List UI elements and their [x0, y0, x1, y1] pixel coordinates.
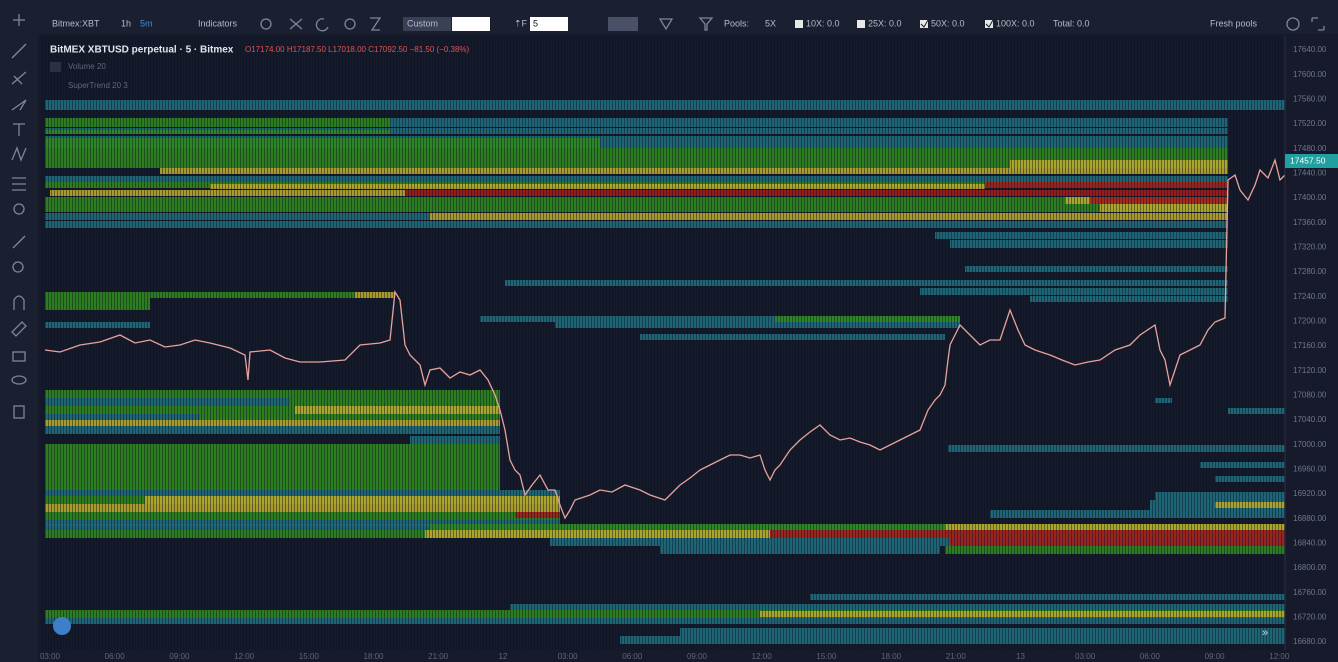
filter-icons[interactable] [658, 17, 714, 31]
time-label: 09:00 [1205, 652, 1226, 661]
checkbox[interactable] [795, 20, 803, 28]
price-label: 17040.00 [1293, 415, 1327, 424]
price-label: 17640.00 [1293, 45, 1327, 54]
interval[interactable]: 5m [140, 18, 153, 28]
toolbar-icons[interactable] [260, 17, 382, 32]
time-label: 12 [498, 652, 507, 661]
pool-option[interactable]: 50X: 0.0 [931, 18, 965, 28]
layers-input[interactable] [608, 17, 638, 31]
time-label: 06:00 [1140, 652, 1161, 661]
cloud-button[interactable] [53, 617, 71, 635]
time-label: 18:00 [881, 652, 902, 661]
fullscreen-icon[interactable] [1311, 17, 1325, 31]
time-label: 03:00 [40, 652, 61, 661]
pool-option[interactable]: 5X [765, 18, 776, 28]
last-price: 17457.50 [1290, 155, 1326, 165]
price-label: 17200.00 [1293, 316, 1327, 325]
price-label: 16880.00 [1293, 514, 1327, 523]
scroll-right[interactable]: » [1262, 627, 1268, 639]
indicator-legend: SuperTrend 20 3 [68, 81, 128, 90]
collapse-button[interactable] [50, 62, 61, 72]
indicators-button[interactable]: Indicators [198, 18, 238, 28]
price-label: 17440.00 [1293, 168, 1327, 177]
pool-option[interactable]: 10X: 0.0 [806, 18, 840, 28]
time-label: 06:00 [105, 652, 126, 661]
time-label: 21:00 [428, 652, 449, 661]
time-label: 06:00 [622, 652, 643, 661]
price-label: 17320.00 [1293, 242, 1327, 251]
price-label: 16800.00 [1293, 563, 1327, 572]
price-label: 17240.00 [1293, 292, 1327, 301]
price-label: 16680.00 [1293, 637, 1327, 646]
pools-label: Pools: [724, 18, 749, 28]
price-label: 17080.00 [1293, 390, 1327, 399]
levels-icon: ⇡F [514, 18, 528, 28]
time-label: 12:00 [234, 652, 255, 661]
price-label: 17560.00 [1293, 94, 1327, 103]
pool-option[interactable]: 25X: 0.0 [868, 18, 902, 28]
price-label: 16760.00 [1293, 588, 1327, 597]
price-label: 17600.00 [1293, 70, 1327, 79]
price-label: 17480.00 [1293, 144, 1327, 153]
time-label: 03:00 [558, 652, 579, 661]
levels-value[interactable]: 5 [533, 18, 538, 28]
time-label: 21:00 [946, 652, 967, 661]
interval[interactable]: 1h [121, 18, 131, 28]
time-label: 09:00 [169, 652, 190, 661]
symbol[interactable]: Bitmex:XBT [52, 18, 100, 28]
fresh-pools-button[interactable]: Fresh pools [1210, 18, 1258, 28]
legend-title: BitMEX XBTUSD perpetual · 5 · Bitmex [50, 45, 234, 56]
checkbox[interactable] [857, 20, 865, 28]
time-label: 15:00 [299, 652, 320, 661]
checkmark [920, 19, 929, 28]
pool-option[interactable]: 100X: 0.0 [996, 18, 1035, 28]
legend-ohlc: O17174.00 H17187.50 L17018.00 C17092.50 … [245, 45, 470, 54]
checkbox-checked[interactable] [985, 20, 993, 28]
checkbox-checked[interactable] [920, 20, 928, 28]
custom-select-label[interactable]: Custom [407, 18, 438, 28]
price-label: 16960.00 [1293, 464, 1327, 473]
heatmap-texture [40, 36, 1285, 650]
price-label: 16920.00 [1293, 489, 1327, 498]
custom-input[interactable] [452, 17, 490, 31]
custom-select[interactable] [403, 17, 451, 31]
price-label: 17120.00 [1293, 366, 1327, 375]
last-price-box [1285, 154, 1338, 168]
price-label: 17520.00 [1293, 119, 1327, 128]
price-label: 17160.00 [1293, 341, 1327, 350]
price-label: 17000.00 [1293, 440, 1327, 449]
price-label: 17400.00 [1293, 193, 1327, 202]
time-label: 09:00 [687, 652, 708, 661]
drawing-tools[interactable] [11, 14, 27, 419]
toolbar [0, 0, 1338, 34]
indicator-legend: Volume 20 [68, 62, 106, 71]
time-label: 03:00 [1075, 652, 1096, 661]
price-label: 17280.00 [1293, 267, 1327, 276]
price-line [44, 157, 1286, 520]
checkmark [985, 19, 994, 28]
time-label: 12:00 [1269, 652, 1290, 661]
price-axis: 17640.00 17600.00 17560.00 17520.00 17480.00… [1284, 36, 1327, 650]
levels-input[interactable] [530, 17, 568, 31]
time-label: 12:00 [752, 652, 773, 661]
price-label: 17360.00 [1293, 218, 1327, 227]
price-label: 16720.00 [1293, 613, 1327, 622]
settings-icon[interactable] [1286, 17, 1300, 31]
pools-total: Total: 0.0 [1053, 18, 1090, 28]
time-label: 18:00 [363, 652, 384, 661]
price-label: 16840.00 [1293, 539, 1327, 548]
time-axis: 03:00 06:00 09:00 12:00 15:00 18:00 21:00 12 03:… [40, 652, 1290, 661]
time-label: 15:00 [816, 652, 837, 661]
time-label: 13 [1016, 652, 1025, 661]
tool-sidebar [0, 34, 38, 662]
